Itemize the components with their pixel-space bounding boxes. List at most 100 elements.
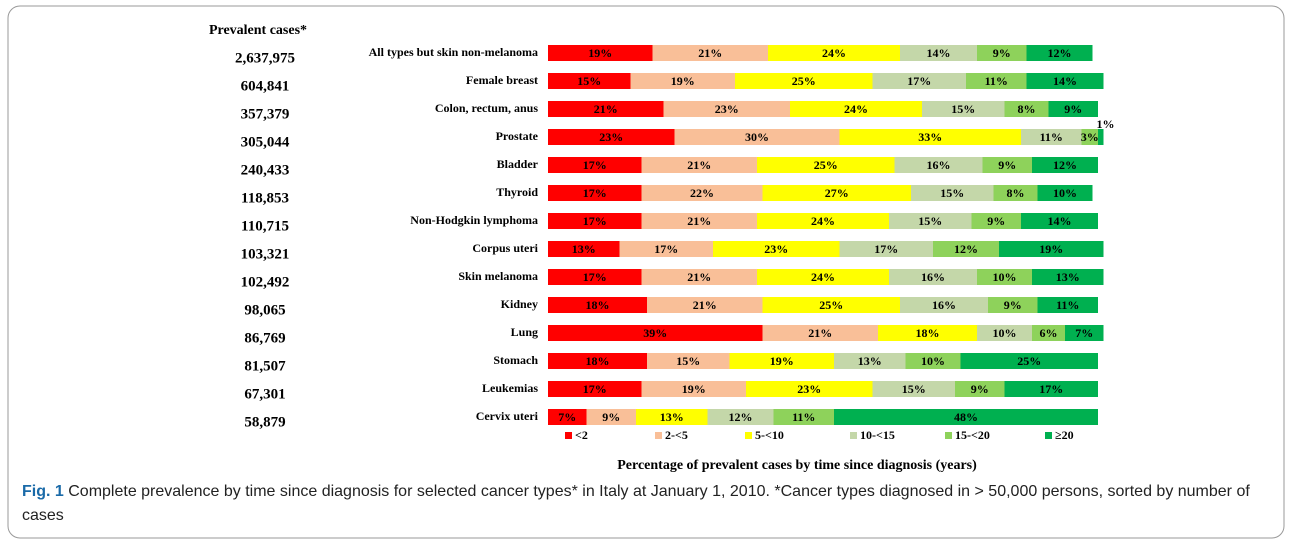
bar-segment (674, 129, 840, 145)
bar-segment (955, 381, 1005, 397)
data-label: 10% (1053, 186, 1077, 200)
bar-segment (834, 409, 1098, 425)
prevalent-value: 98,065 (244, 302, 285, 318)
data-label: 22% (690, 186, 714, 200)
data-label: 15% (951, 102, 975, 116)
bar-segment (641, 269, 757, 285)
bar-segment (641, 157, 757, 173)
data-label: 19% (671, 74, 695, 88)
bar-segment (988, 297, 1038, 313)
legend-label: ≥20 (1055, 428, 1074, 442)
category-label: Stomach (493, 353, 538, 367)
data-label: 21% (594, 102, 618, 116)
bar-segment (1026, 45, 1093, 61)
bar-segment (757, 157, 895, 173)
data-label: 19% (682, 382, 706, 396)
category-label: Lung (511, 325, 538, 339)
bar-segment (762, 297, 900, 313)
bar-segment (911, 185, 994, 201)
prevalent-value: 86,769 (244, 330, 285, 346)
caption-text: Complete prevalence by time since diagno… (22, 483, 1250, 524)
prevalent-value: 103,321 (241, 246, 290, 262)
data-label: 17% (874, 242, 898, 256)
bar-segment (889, 269, 977, 285)
data-label: 9% (993, 46, 1011, 60)
data-label: 25% (814, 158, 838, 172)
data-label: 17% (654, 242, 678, 256)
data-label: 25% (819, 298, 843, 312)
data-label: 48% (954, 410, 978, 424)
category-label: Corpus uteri (472, 241, 538, 255)
data-label: 7% (1075, 326, 1093, 340)
bar-segment (548, 45, 653, 61)
data-label: 12% (729, 410, 753, 424)
data-label: 19% (770, 354, 794, 368)
data-label: 13% (858, 354, 882, 368)
prevalent-value: 118,853 (241, 190, 289, 206)
bar-segment (999, 241, 1104, 257)
bar-segment (757, 269, 889, 285)
data-label: 11% (792, 410, 815, 424)
data-label: 11% (1056, 298, 1079, 312)
data-label: 9% (602, 410, 620, 424)
data-label: 13% (660, 410, 684, 424)
prevalent-value: 102,492 (241, 274, 290, 290)
data-label: 17% (583, 214, 607, 228)
data-label: 19% (588, 46, 612, 60)
data-label: 11% (985, 74, 1008, 88)
bar-segment (922, 101, 1005, 117)
bar-segment (1037, 185, 1093, 201)
data-label: 16% (921, 270, 945, 284)
prevalent-value: 305,044 (241, 134, 290, 150)
bar-segment (548, 269, 642, 285)
legend-label: 2-<5 (665, 428, 688, 442)
data-label: 17% (583, 186, 607, 200)
data-label: 18% (916, 326, 940, 340)
prevalent-value: 2,637,975 (235, 50, 295, 66)
data-label: 10% (993, 270, 1017, 284)
bar-segment (1021, 129, 1082, 145)
prevalent-value: 110,715 (241, 218, 289, 234)
data-label: 17% (583, 382, 607, 396)
bar-segment (1032, 157, 1098, 173)
bar-segment (636, 409, 708, 425)
data-label: 24% (811, 214, 835, 228)
bar-segment (735, 73, 873, 89)
bar-segment (713, 241, 840, 257)
data-label: 17% (583, 270, 607, 284)
data-label: 11% (1040, 130, 1063, 144)
category-label: Female breast (466, 73, 538, 87)
legend-label: <2 (575, 428, 588, 442)
data-label: 13% (1056, 270, 1080, 284)
caption: Fig. 1 Complete prevalence by time since… (22, 480, 1272, 528)
category-label: All types but skin non-melanoma (369, 45, 538, 59)
bar-segment (872, 381, 955, 397)
data-label: 23% (764, 242, 788, 256)
bar-segment (977, 325, 1032, 341)
data-label: 24% (844, 102, 868, 116)
prevalent-value: 604,841 (241, 78, 290, 94)
bar-segment (663, 101, 790, 117)
data-label: 17% (907, 74, 931, 88)
data-label: 8% (1018, 102, 1036, 116)
data-label: 12% (954, 242, 978, 256)
bar-segment (1037, 297, 1098, 313)
data-label: 9% (1004, 298, 1022, 312)
bar-segment (647, 353, 730, 369)
bar-segment (768, 45, 900, 61)
bar-segment (548, 381, 642, 397)
data-label: 15% (918, 214, 942, 228)
prevalent-value: 67,301 (244, 386, 285, 402)
bar-segment (548, 213, 642, 229)
data-label: 21% (693, 298, 717, 312)
data-label: 24% (811, 270, 835, 284)
data-label: 10% (993, 326, 1017, 340)
category-label: Prostate (496, 129, 539, 143)
data-label: 21% (687, 158, 711, 172)
data-label: 21% (687, 214, 711, 228)
bar-segment (619, 241, 713, 257)
data-label: 21% (687, 270, 711, 284)
bar-segment (746, 381, 873, 397)
